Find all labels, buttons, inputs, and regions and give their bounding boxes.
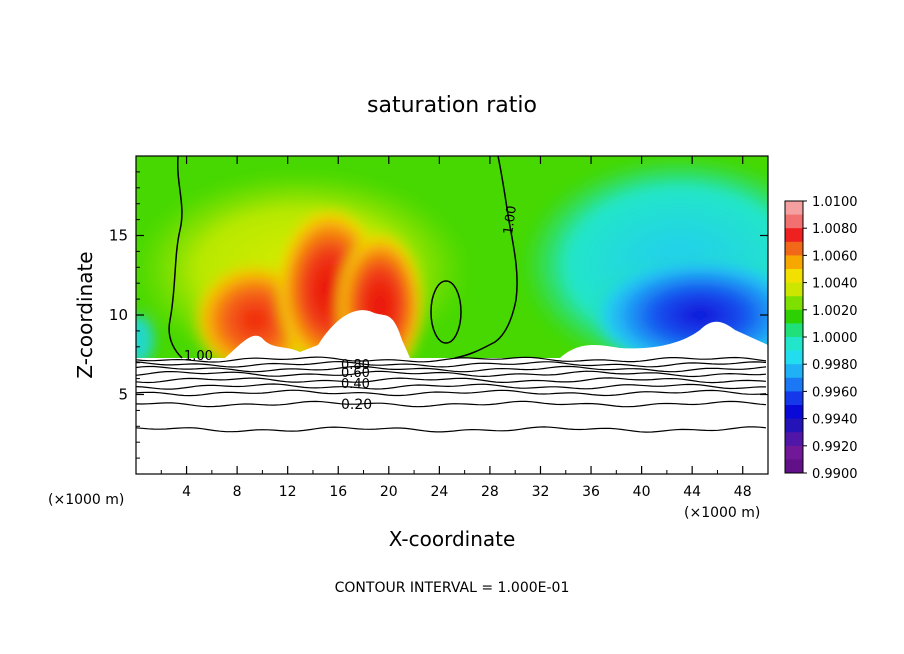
y-axis-label: Z-coordinate	[73, 251, 97, 378]
y-tick-label: 10	[109, 306, 128, 324]
x-tick-label: 4	[182, 484, 191, 500]
colorbar-swatch	[785, 445, 803, 460]
colorbar-swatch	[785, 350, 803, 365]
x-tick-label: 44	[683, 484, 701, 500]
colorbar-label: 0.9960	[812, 385, 858, 400]
surface-contour-line	[136, 365, 767, 373]
x-tick-label: 36	[582, 484, 600, 500]
colorbar-swatch	[785, 309, 803, 324]
x-tick-label: 12	[279, 484, 297, 500]
x-unit-right: (×1000 m)	[684, 505, 760, 521]
contour-label-0-80: 0.80	[341, 358, 370, 373]
colorbar-swatch	[785, 459, 803, 474]
contour-1-00-right	[454, 156, 518, 359]
left-edge-cyan	[136, 315, 154, 365]
colorbar-swatch	[785, 377, 803, 392]
surface-contour-line	[136, 383, 766, 390]
colorbar-label: 1.0060	[812, 249, 858, 264]
x-tick-label: 24	[430, 484, 448, 500]
colorbar-label: 1.0080	[812, 222, 858, 237]
contour-interval-note: CONTOUR INTERVAL = 1.000E-01	[335, 580, 570, 596]
contour-label-1-00-right: 1.00	[501, 205, 520, 236]
x-tick-label: 20	[380, 484, 398, 500]
x-unit-left: (×1000 m)	[48, 492, 124, 508]
contour-label-0-40: 0.40	[341, 377, 370, 392]
contour-label-0-20: 0.20	[341, 397, 372, 413]
surface-contour-line	[136, 400, 767, 408]
x-tick-label: 8	[233, 484, 242, 500]
colorbar-swatch	[785, 296, 803, 311]
x-axis-label: X-coordinate	[389, 527, 516, 551]
x-axis: 4 8 12 16 20 24 28 32 36 40 44 48	[160, 156, 752, 500]
colorbar-swatch	[785, 432, 803, 447]
x-tick-label: 28	[481, 484, 499, 500]
colorbar-swatch	[785, 255, 803, 270]
surface-contour-line	[136, 389, 767, 397]
colorbar-label: 1.0020	[812, 304, 858, 319]
colorbar-label: 1.0100	[812, 195, 858, 210]
colorbar-label: 0.9940	[812, 413, 858, 428]
plot-area	[136, 156, 768, 474]
x-tick-label: 32	[532, 484, 550, 500]
colorbar-swatch	[785, 269, 803, 284]
contour-1-00-closed	[430, 280, 462, 344]
colorbar-label: 0.9980	[812, 358, 858, 373]
contour-label-1-00-left: 1.00	[184, 349, 213, 364]
y-tick-label: 15	[109, 227, 128, 245]
colorbar-swatch	[785, 391, 803, 406]
surface-contour-line	[136, 360, 767, 368]
x-tick-label: 16	[329, 484, 347, 500]
surface-contours	[136, 356, 767, 433]
colorbar-swatch	[785, 228, 803, 243]
colorbar-label: 1.0040	[812, 277, 858, 292]
x-tick-label: 48	[734, 484, 752, 500]
contour-1-00-left	[168, 156, 183, 359]
colorbar-swatch	[785, 337, 803, 352]
colorbar-swatch	[785, 241, 803, 256]
colorbar-swatch	[785, 201, 803, 216]
surface-contour-line	[136, 426, 767, 433]
colorbar-swatch	[785, 282, 803, 297]
contour-labels: 1.00 1.00 0.80 0.60 0.40 0.20	[184, 205, 520, 413]
colorbar-swatch	[785, 214, 803, 229]
colorbar-swatch	[785, 405, 803, 420]
surface-contour-line	[136, 356, 767, 363]
colorbar-label: 0.9920	[812, 440, 858, 455]
surface-contour-line	[136, 370, 767, 378]
colorbar-label: 0.9900	[812, 467, 858, 482]
colorbar-label: 1.0000	[812, 331, 858, 346]
y-axis: 5 10 15	[109, 171, 768, 459]
colorbar-swatch	[785, 323, 803, 338]
colorbar-swatch	[785, 418, 803, 433]
surface-contour-line	[136, 377, 767, 384]
y-tick-label: 5	[118, 386, 128, 404]
colorbar-swatch	[785, 364, 803, 379]
x-tick-label: 40	[633, 484, 651, 500]
contour-label-0-60: 0.60	[341, 366, 370, 381]
chart-title: saturation ratio	[367, 93, 537, 118]
colorbar: 1.0100 1.0080 1.0060 1.0040 1.0020 1.0000 0.99…	[784, 195, 858, 482]
